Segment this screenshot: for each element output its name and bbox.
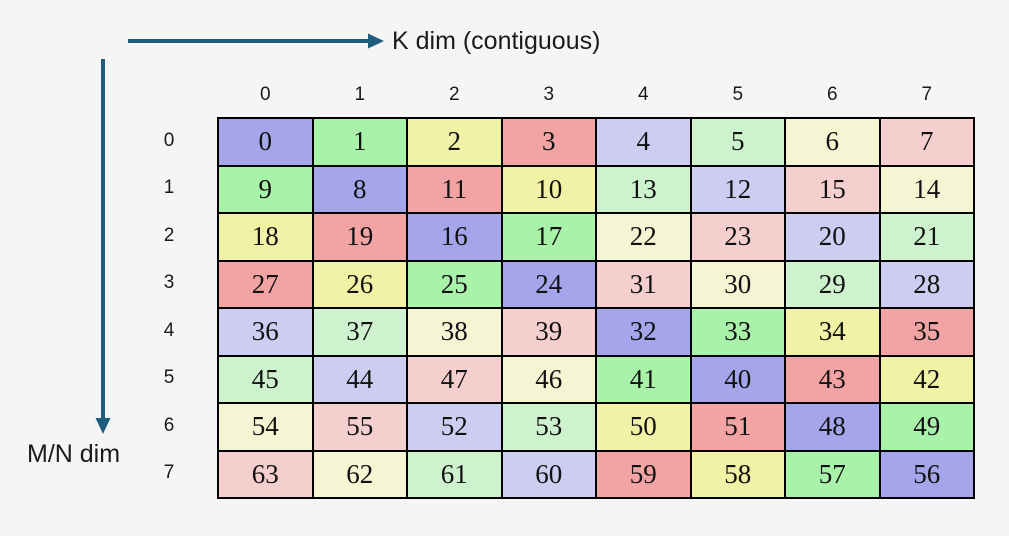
matrix-cell: 8 xyxy=(312,165,407,213)
row-header: 3 xyxy=(163,272,175,294)
matrix-cell: 30 xyxy=(690,260,785,308)
matrix-cell: 34 xyxy=(785,308,880,356)
matrix-cell: 37 xyxy=(312,308,407,356)
matrix-cell: 45 xyxy=(218,355,313,403)
matrix-cell: 55 xyxy=(312,403,407,451)
matrix-cell: 26 xyxy=(312,260,407,308)
row-headers: 0 1 2 3 4 5 6 7 xyxy=(146,117,192,497)
matrix-cell: 43 xyxy=(785,355,880,403)
matrix-cell: 28 xyxy=(879,260,974,308)
matrix-cell: 48 xyxy=(785,403,880,451)
matrix-cell: 2 xyxy=(407,118,502,166)
matrix-cell: 62 xyxy=(312,450,407,498)
k-dim-arrow-head-icon xyxy=(368,33,384,49)
matrix-cell: 60 xyxy=(501,450,596,498)
matrix-cell: 6 xyxy=(785,118,880,166)
matrix-cell: 16 xyxy=(407,213,502,261)
col-header: 4 xyxy=(637,84,649,105)
matrix-cell: 42 xyxy=(879,355,974,403)
matrix-cell: 38 xyxy=(407,308,502,356)
matrix-cell: 41 xyxy=(596,355,691,403)
matrix-cell: 7 xyxy=(879,118,974,166)
matrix-cell: 39 xyxy=(501,308,596,356)
matrix-cell: 61 xyxy=(407,450,502,498)
matrix-cell: 35 xyxy=(879,308,974,356)
matrix-cell: 23 xyxy=(690,213,785,261)
k-dim-label: K dim (contiguous) xyxy=(392,27,601,55)
matrix-cell: 13 xyxy=(596,165,691,213)
matrix-cell: 11 xyxy=(407,165,502,213)
row-header: 7 xyxy=(163,462,175,484)
col-header: 7 xyxy=(921,84,933,105)
row-header: 1 xyxy=(163,177,175,199)
matrix-cell: 53 xyxy=(501,403,596,451)
matrix-cell: 25 xyxy=(407,260,502,308)
matrix-cell: 3 xyxy=(501,118,596,166)
matrix-cell: 59 xyxy=(596,450,691,498)
matrix-cell: 20 xyxy=(785,213,880,261)
matrix-cell: 50 xyxy=(596,403,691,451)
matrix-cell: 10 xyxy=(501,165,596,213)
matrix-cell: 18 xyxy=(218,213,313,261)
column-headers: 0 1 2 3 4 5 6 7 xyxy=(218,80,974,110)
matrix-cell: 54 xyxy=(218,403,313,451)
matrix-cell: 5 xyxy=(690,118,785,166)
row-header: 6 xyxy=(163,414,175,436)
mn-dim-label: M/N dim xyxy=(27,440,121,468)
col-header: 5 xyxy=(732,84,744,105)
matrix-cell: 47 xyxy=(407,355,502,403)
matrix-cell: 36 xyxy=(218,308,313,356)
matrix-cell: 52 xyxy=(407,403,502,451)
matrix-cell: 0 xyxy=(218,118,313,166)
matrix-cell: 40 xyxy=(690,355,785,403)
matrix-cell: 17 xyxy=(501,213,596,261)
matrix-cell: 9 xyxy=(218,165,313,213)
matrix-cell: 29 xyxy=(785,260,880,308)
col-header: 2 xyxy=(448,84,460,105)
row-header: 2 xyxy=(163,224,175,246)
matrix-cell: 21 xyxy=(879,213,974,261)
matrix-cell: 4 xyxy=(596,118,691,166)
matrix-cell: 15 xyxy=(785,165,880,213)
matrix-cell: 46 xyxy=(501,355,596,403)
row-header: 0 xyxy=(163,129,175,151)
matrix-cell: 56 xyxy=(879,450,974,498)
matrix-cell: 49 xyxy=(879,403,974,451)
matrix-cell: 1 xyxy=(312,118,407,166)
matrix-grid: 0 1 2 3 4 5 6 7 9 8 11 10 13 12 15 14 18 19 16 17 22 23 20 21 27… xyxy=(217,117,975,499)
matrix-cell: 51 xyxy=(690,403,785,451)
matrix-cell: 22 xyxy=(596,213,691,261)
matrix-cell: 57 xyxy=(785,450,880,498)
matrix-cell: 31 xyxy=(596,260,691,308)
matrix-cell: 24 xyxy=(501,260,596,308)
col-header: 1 xyxy=(354,84,366,105)
row-header: 4 xyxy=(163,319,175,341)
matrix-cell: 32 xyxy=(596,308,691,356)
matrix-cell: 19 xyxy=(312,213,407,261)
matrix-cell: 58 xyxy=(690,450,785,498)
col-header: 0 xyxy=(259,84,271,105)
matrix-cell: 33 xyxy=(690,308,785,356)
col-header: 3 xyxy=(543,84,555,105)
mn-dim-arrow-head-icon xyxy=(95,418,111,434)
col-header: 6 xyxy=(826,84,838,105)
matrix-cell: 63 xyxy=(218,450,313,498)
matrix-cell: 27 xyxy=(218,260,313,308)
matrix-cell: 14 xyxy=(879,165,974,213)
matrix-cell: 12 xyxy=(690,165,785,213)
row-header: 5 xyxy=(163,367,175,389)
matrix-cell: 44 xyxy=(312,355,407,403)
